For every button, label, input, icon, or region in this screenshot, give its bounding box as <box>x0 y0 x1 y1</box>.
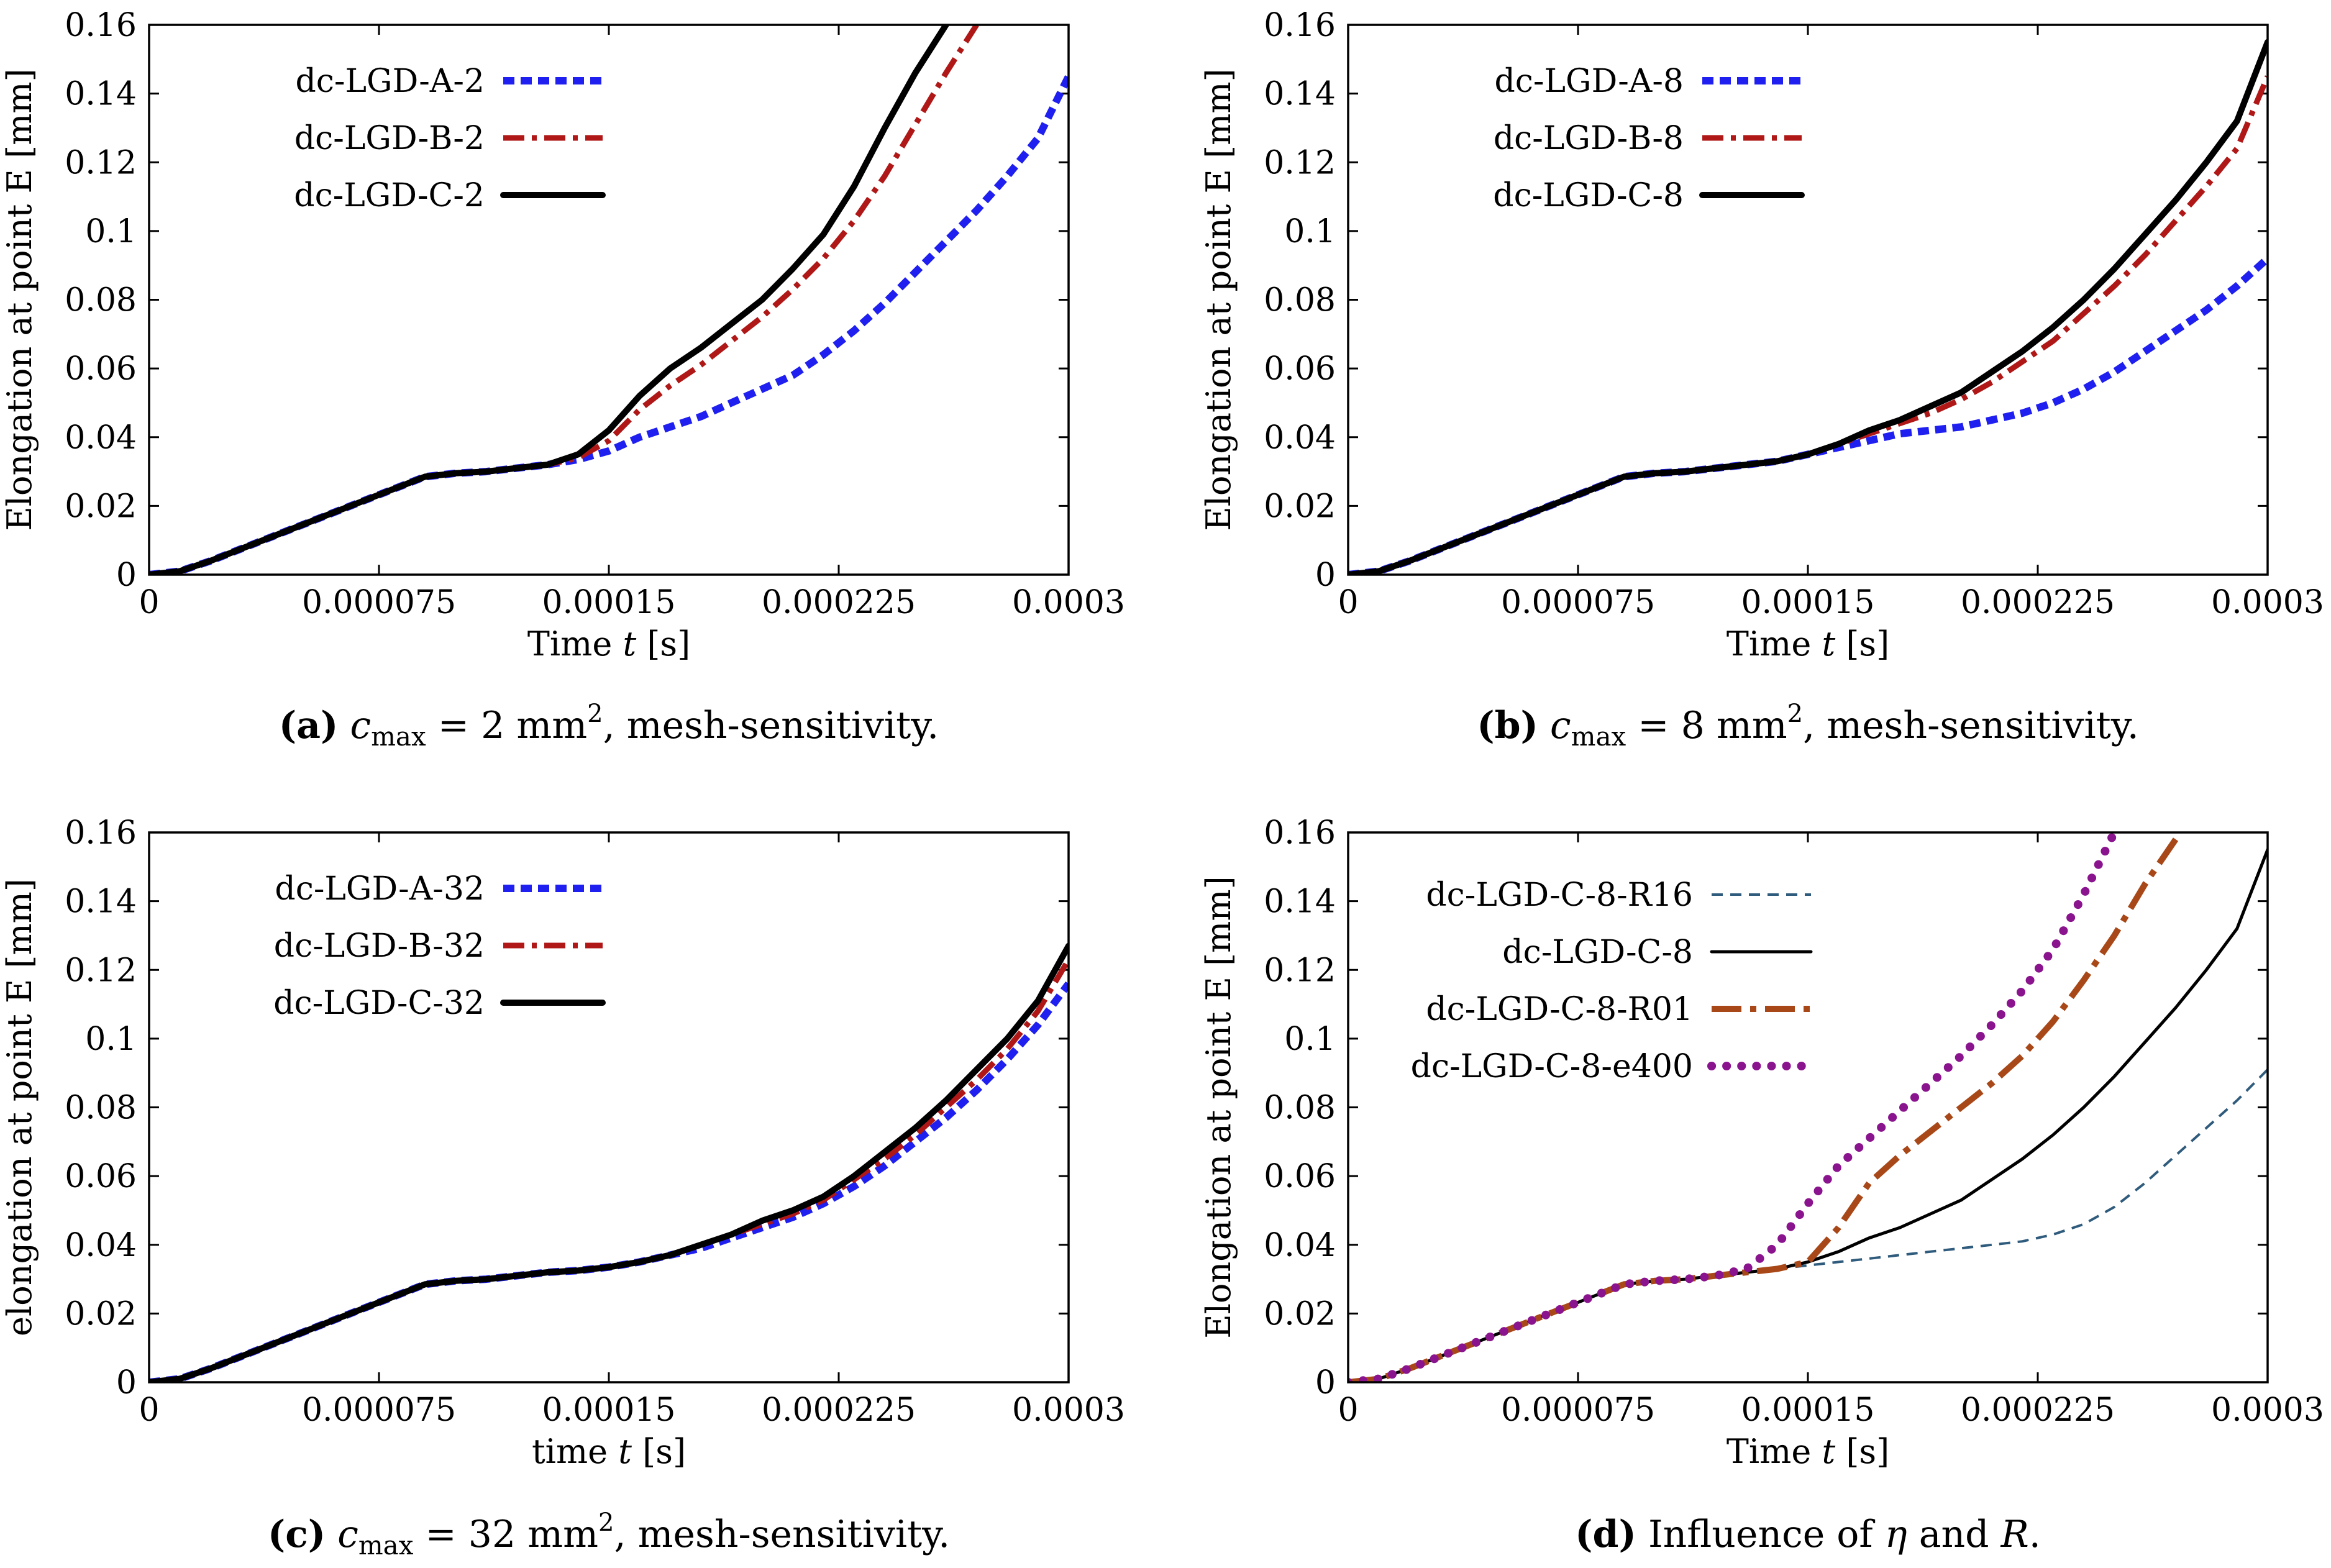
legend-label: dc-LGD-A-32 <box>275 870 485 908</box>
y-tick-label: 0.02 <box>65 488 137 525</box>
x-tick-label: 0.000075 <box>302 1392 456 1429</box>
panel-caption: (d) Influence of η and R. <box>1575 1513 2041 1556</box>
y-tick-label: 0.02 <box>1264 488 1336 525</box>
legend-label: dc-LGD-C-32 <box>273 985 485 1022</box>
y-tick-label: 0 <box>116 557 137 594</box>
y-tick-label: 0 <box>116 1364 137 1402</box>
y-tick-label: 0.08 <box>65 282 137 319</box>
x-tick-label: 0.000225 <box>1961 584 2115 621</box>
y-tick-label: 0 <box>1315 1364 1336 1402</box>
y-tick-label: 0.04 <box>1264 1227 1336 1264</box>
y-tick-label: 0.1 <box>1284 213 1336 250</box>
panel-caption: (b) cmax = 8 mm2, mesh-sensitivity. <box>1477 700 2139 752</box>
y-tick-label: 0.1 <box>1284 1021 1336 1058</box>
y-tick-label: 0.1 <box>85 1021 137 1058</box>
y-tick-label: 0.06 <box>65 350 137 388</box>
x-tick-label: 0.000075 <box>302 584 456 621</box>
y-axis-label: Elongation at point E [mm] <box>0 68 39 531</box>
y-tick-label: 0.08 <box>65 1090 137 1127</box>
x-axis-label: Time t [s] <box>1727 624 1889 663</box>
x-tick-label: 0.0003 <box>2211 1392 2324 1429</box>
legend-label: dc-LGD-C-8-e400 <box>1411 1048 1693 1085</box>
plot-frame <box>148 24 1070 576</box>
y-tick-label: 0.14 <box>1264 883 1336 921</box>
series-line-dc-LGD-C-8 <box>1348 39 2268 575</box>
y-tick-label: 0.06 <box>1264 350 1336 388</box>
x-tick-label: 0.000225 <box>762 1392 916 1429</box>
y-tick-label: 0.12 <box>1264 144 1336 181</box>
y-tick-label: 0.12 <box>65 952 137 989</box>
series-line-dc-LGD-B-8 <box>1348 75 2268 575</box>
x-tick-label: 0.000225 <box>762 584 916 621</box>
y-tick-label: 0 <box>1315 557 1336 594</box>
y-tick-label: 0.02 <box>65 1295 137 1333</box>
series-line-dc-LGD-B-2 <box>149 25 979 575</box>
y-tick-label: 0.06 <box>65 1158 137 1195</box>
x-tick-label: 0.00015 <box>1741 584 1874 621</box>
chart-panel-c: 0 0.000075 0.00015 0.000225 0.0003 0 0.02 0.04 0… <box>0 814 1125 1561</box>
x-tick-label: 0 <box>1338 584 1358 621</box>
x-tick-label: 0.000075 <box>1501 1392 1655 1429</box>
legend-label: dc-LGD-C-8-R16 <box>1426 877 1693 914</box>
plot-frame <box>148 831 1070 1383</box>
x-axis-label: time t [s] <box>532 1432 686 1471</box>
y-tick-label: 0.04 <box>1264 419 1336 457</box>
y-tick-label: 0.12 <box>1264 952 1336 989</box>
x-tick-label: 0.00015 <box>1741 1392 1874 1429</box>
y-tick-label: 0.14 <box>1264 76 1336 113</box>
x-tick-label: 0 <box>1338 1392 1358 1429</box>
plot-frame <box>1347 24 2269 576</box>
legend-label: dc-LGD-C-2 <box>294 177 485 214</box>
legend-label: dc-LGD-C-8 <box>1493 177 1684 214</box>
legend-label: dc-LGD-A-8 <box>1495 63 1684 100</box>
x-tick-label: 0.0003 <box>2211 584 2324 621</box>
y-tick-label: 0.16 <box>65 814 137 852</box>
y-tick-label: 0.12 <box>65 144 137 181</box>
y-tick-label: 0.14 <box>65 883 137 921</box>
y-tick-label: 0.16 <box>65 7 137 44</box>
x-tick-label: 0.000225 <box>1961 1392 2115 1429</box>
y-axis-label: Elongation at point E [mm] <box>1199 876 1238 1338</box>
x-tick-label: 0 <box>139 584 159 621</box>
y-tick-label: 0.08 <box>1264 282 1336 319</box>
x-tick-label: 0.0003 <box>1012 584 1125 621</box>
chart-panel-d: 0 0.000075 0.00015 0.000225 0.0003 0 0.02 0.04 0… <box>1199 814 2324 1556</box>
y-tick-label: 0.16 <box>1264 814 1336 852</box>
y-axis-label: elongation at point E [mm] <box>0 878 39 1336</box>
y-tick-label: 0.04 <box>65 1227 137 1264</box>
panel-caption: (a) cmax = 2 mm2, mesh-sensitivity. <box>279 700 939 752</box>
legend-label: dc-LGD-B-8 <box>1494 120 1684 157</box>
y-axis-label: Elongation at point E [mm] <box>1199 68 1238 531</box>
x-tick-label: 0.0003 <box>1012 1392 1125 1429</box>
y-tick-label: 0.08 <box>1264 1090 1336 1127</box>
legend-label: dc-LGD-A-2 <box>296 63 485 100</box>
series-line-dc-LGD-C-32 <box>149 942 1069 1382</box>
chart-panel-b: 0 0.000075 0.00015 0.000225 0.0003 0 0.02 0.04 0… <box>1199 7 2324 752</box>
legend-label: dc-LGD-C-8 <box>1502 934 1693 971</box>
legend-label: dc-LGD-B-32 <box>274 928 485 965</box>
series-line-dc-LGD-C-8-e400 <box>1348 832 2119 1382</box>
x-axis-label: Time t [s] <box>1727 1432 1889 1471</box>
x-axis-label: Time t [s] <box>527 624 690 663</box>
x-tick-label: 0.000075 <box>1501 584 1655 621</box>
chart-panel-a: 0 0.000075 0.00015 0.000225 0.0003 0 0.02 0.04 0… <box>0 7 1125 752</box>
x-tick-label: 0.00015 <box>542 584 675 621</box>
y-tick-label: 0.04 <box>65 419 137 457</box>
y-tick-label: 0.06 <box>1264 1158 1336 1195</box>
legend-label: dc-LGD-B-2 <box>294 120 485 157</box>
legend-label: dc-LGD-C-8-R01 <box>1426 991 1693 1028</box>
y-tick-label: 0.14 <box>65 76 137 113</box>
series-line-dc-LGD-C-8-R16 <box>1348 1069 2268 1382</box>
panel-caption: (c) cmax = 32 mm2, mesh-sensitivity. <box>268 1508 950 1561</box>
y-tick-label: 0.16 <box>1264 7 1336 44</box>
x-tick-label: 0.00015 <box>542 1392 675 1429</box>
y-tick-label: 0.1 <box>85 213 137 250</box>
y-tick-label: 0.02 <box>1264 1295 1336 1333</box>
x-tick-label: 0 <box>139 1392 159 1429</box>
series-line-dc-LGD-C-2 <box>149 25 949 575</box>
plot-frame <box>1347 831 2269 1383</box>
